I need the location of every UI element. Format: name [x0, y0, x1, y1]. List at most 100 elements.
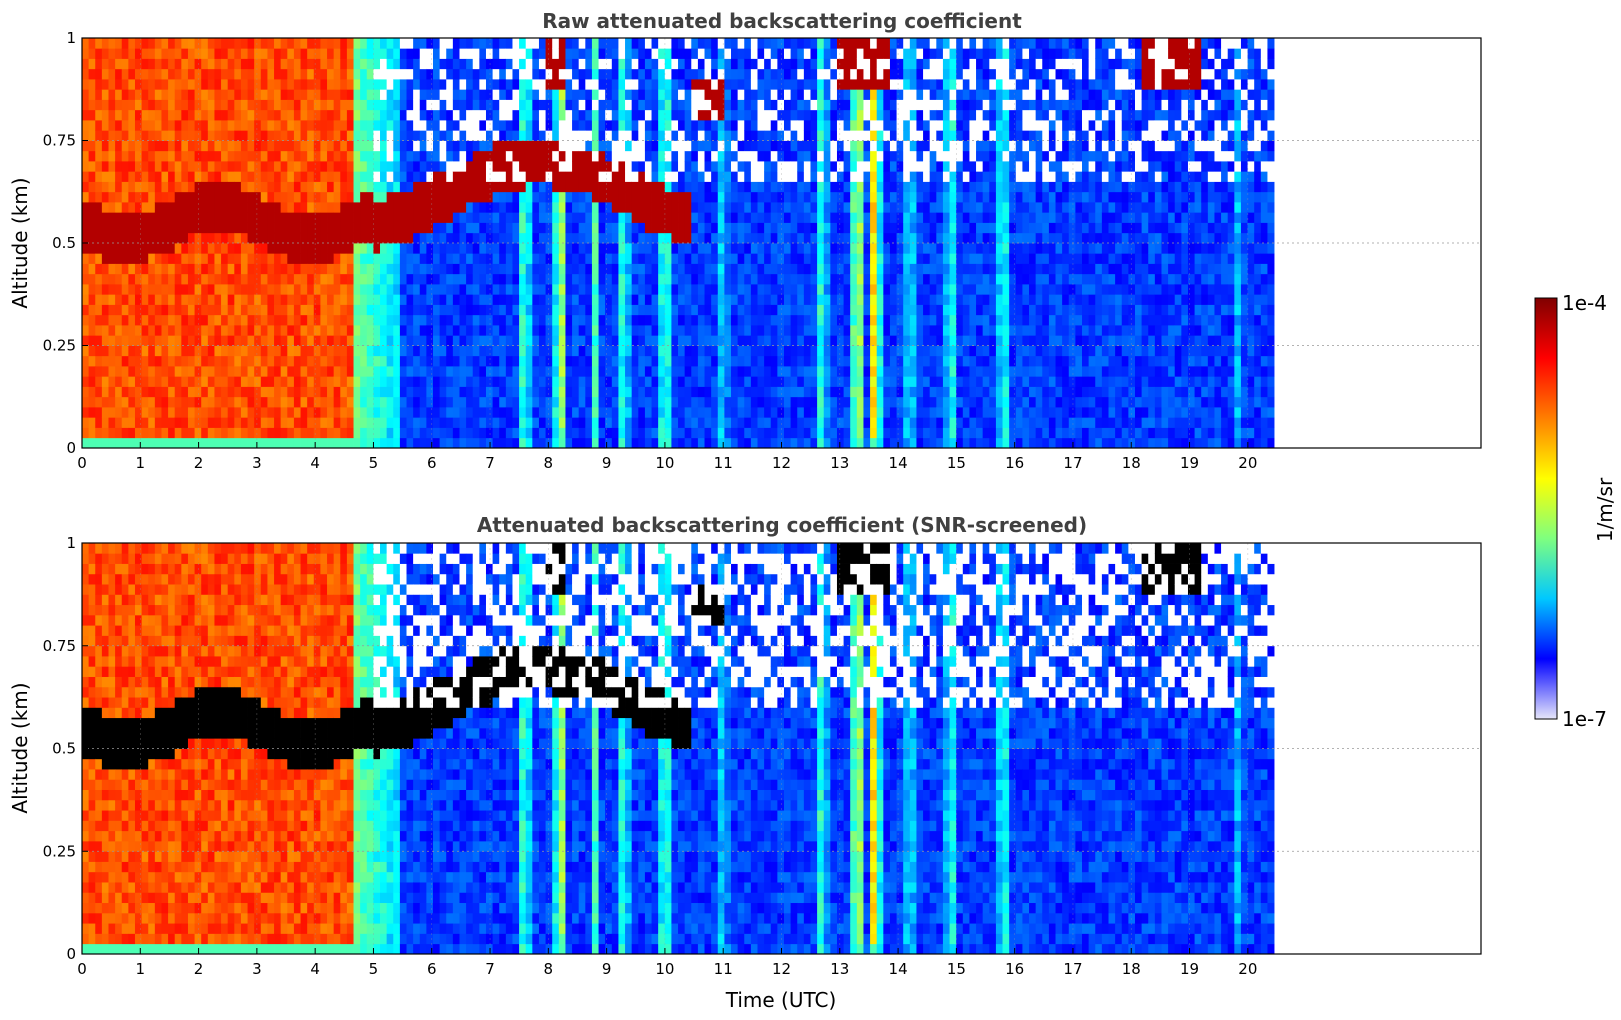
heatmap-cell — [353, 366, 361, 377]
heatmap-cell — [896, 222, 904, 234]
heatmap-cell — [373, 140, 381, 152]
heatmap-cell — [512, 345, 520, 357]
heatmap-cell — [856, 427, 864, 439]
heatmap-cell — [413, 417, 421, 428]
heatmap-cell — [446, 407, 454, 418]
heatmap-cell — [651, 222, 659, 234]
heatmap-cell — [823, 345, 831, 357]
heatmap-cell — [446, 263, 454, 275]
heatmap-cell — [658, 417, 666, 428]
heatmap-cell — [168, 79, 176, 90]
heatmap-cell — [638, 376, 646, 387]
heatmap-cell — [174, 325, 182, 336]
heatmap-cell — [505, 263, 513, 275]
heatmap-cell — [625, 396, 633, 408]
heatmap-cell — [214, 191, 222, 203]
heatmap-cell — [280, 120, 288, 131]
heatmap-cell — [870, 314, 878, 326]
heatmap-cell — [373, 68, 381, 80]
heatmap-cell — [320, 38, 328, 49]
heatmap-cell — [154, 345, 162, 357]
heatmap-cell — [724, 171, 732, 182]
heatmap-cell — [704, 140, 712, 152]
heatmap-cell — [598, 304, 606, 316]
heatmap-cell — [439, 161, 447, 172]
heatmap-cell — [724, 417, 732, 428]
heatmap-cell — [161, 48, 169, 59]
heatmap-cell — [731, 130, 739, 141]
heatmap-cell — [260, 263, 268, 275]
heatmap-cell — [327, 150, 335, 162]
heatmap-cell — [346, 437, 354, 449]
heatmap-cell — [870, 191, 878, 203]
heatmap-cell — [194, 273, 202, 285]
heatmap-cell — [585, 99, 593, 111]
heatmap-cell — [115, 355, 123, 367]
heatmap-cell — [194, 345, 202, 357]
heatmap-cell — [525, 345, 533, 357]
heatmap-cell — [625, 253, 633, 264]
heatmap-cell — [485, 243, 493, 254]
heatmap-cell — [313, 212, 321, 223]
heatmap-cell — [737, 38, 745, 49]
heatmap-cell — [327, 427, 335, 439]
heatmap-cell — [88, 161, 96, 172]
heatmap-cell — [578, 284, 586, 295]
heatmap-cell — [320, 68, 328, 80]
heatmap-cell — [850, 417, 858, 428]
heatmap-cell — [678, 130, 686, 141]
heatmap-cell — [459, 181, 467, 193]
heatmap-cell — [433, 130, 441, 141]
heatmap-cell — [598, 150, 606, 162]
heatmap-cell — [82, 366, 90, 377]
heatmap-cell — [380, 130, 388, 141]
heatmap-cell — [88, 417, 96, 428]
heatmap-cell — [267, 150, 275, 162]
heatmap-cell — [240, 89, 248, 100]
heatmap-cell — [664, 386, 672, 398]
heatmap-cell — [333, 376, 341, 387]
heatmap-cell — [823, 140, 831, 152]
heatmap-cell — [439, 273, 447, 285]
heatmap-cell — [168, 304, 176, 316]
heatmap-cell — [485, 89, 493, 100]
heatmap-cell — [340, 89, 348, 100]
heatmap-cell — [439, 38, 447, 49]
heatmap-cell — [300, 314, 308, 326]
heatmap-cell — [870, 335, 878, 346]
heatmap-cell — [485, 130, 493, 141]
heatmap-cell — [380, 171, 388, 182]
heatmap-cell — [240, 427, 248, 439]
heatmap-cell — [187, 355, 195, 367]
heatmap-cell — [664, 335, 672, 346]
heatmap-cell — [406, 48, 414, 59]
heatmap-cell — [360, 150, 368, 162]
heatmap-cell — [625, 161, 633, 172]
heatmap-cell — [181, 407, 189, 418]
heatmap-cell — [598, 79, 606, 90]
heatmap-cell — [293, 263, 301, 275]
heatmap-cell — [697, 376, 705, 387]
heatmap-cell — [446, 68, 454, 80]
heatmap-cell — [485, 222, 493, 234]
heatmap-cell — [340, 58, 348, 70]
heatmap-cell — [267, 171, 275, 182]
heatmap-cell — [247, 284, 255, 295]
heatmap-cell — [121, 386, 129, 398]
heatmap-cell — [459, 437, 467, 449]
heatmap-cell — [625, 191, 633, 203]
heatmap-cell — [684, 38, 692, 49]
heatmap-cell — [247, 191, 255, 203]
heatmap-cell — [505, 202, 513, 213]
heatmap-cell — [466, 253, 474, 264]
heatmap-cell — [737, 263, 745, 275]
heatmap-cell — [671, 79, 679, 90]
heatmap-cell — [750, 294, 758, 305]
heatmap-cell — [466, 304, 474, 316]
heatmap-cell — [519, 386, 527, 398]
heatmap-cell — [889, 99, 897, 111]
heatmap-cell — [889, 304, 897, 316]
heatmap-cell — [671, 38, 679, 49]
heatmap-cell — [764, 181, 772, 193]
heatmap-cell — [307, 263, 315, 275]
